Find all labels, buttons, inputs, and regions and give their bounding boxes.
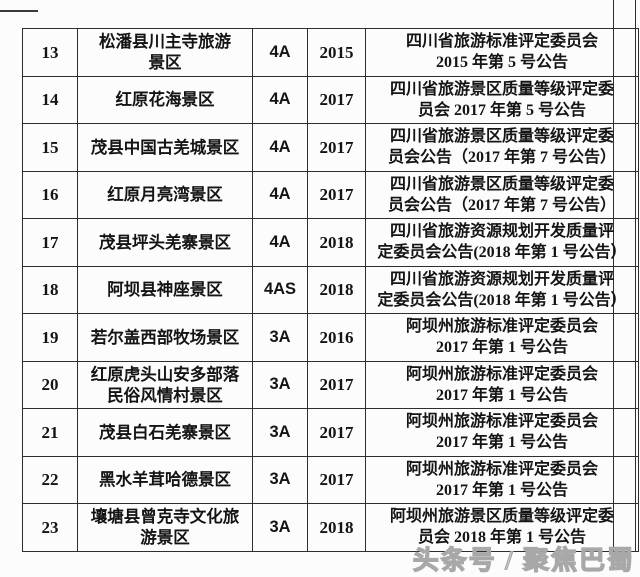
table-body: 13 松潘县川主寺旅游 景区 4A 2015 四川省旅游标准评定委员会 2015 年第 … bbox=[22, 28, 639, 552]
cell-year: 2018 bbox=[307, 503, 366, 552]
cell-announcement: 阿坝州旅游标准评定委员会 2017 年第 1 号公告 bbox=[365, 313, 639, 362]
cell-year: 2016 bbox=[307, 313, 366, 362]
cell-announcement: 阿坝州旅游标准评定委员会 2017 年第 1 号公告 bbox=[365, 408, 639, 457]
cell-index: 19 bbox=[22, 313, 78, 362]
table-row: 18 阿坝县神座景区 4AS 2018 四川省旅游资源规划开发质量评 定委员会公告(20… bbox=[22, 265, 639, 314]
watermark-toutiao: 头条号 / 聚焦巴蜀 bbox=[412, 545, 635, 575]
cell-year: 2017 bbox=[307, 408, 366, 457]
cell-announcement: 阿坝州旅游标准评定委员会 2017 年第 1 号公告 bbox=[365, 360, 639, 409]
cell-index: 15 bbox=[22, 123, 78, 172]
cell-index: 13 bbox=[22, 28, 78, 77]
cell-index: 23 bbox=[22, 503, 78, 552]
cell-announcement: 四川省旅游景区质量等级评定委 员会公告（2017 年第 7 号公告） bbox=[365, 170, 639, 219]
table-row: 13 松潘县川主寺旅游 景区 4A 2015 四川省旅游标准评定委员会 2015 年第 … bbox=[22, 28, 639, 77]
cell-grade: 3A bbox=[252, 313, 308, 362]
table-row: 19 若尔盖西部牧场景区 3A 2016 阿坝州旅游标准评定委员会 2017 年第 1 … bbox=[22, 313, 639, 362]
cell-year: 2017 bbox=[307, 123, 366, 172]
table-row: 15 茂县中国古羌城景区 4A 2017 四川省旅游景区质量等级评定委 员会公告（201… bbox=[22, 123, 639, 172]
cell-name: 阿坝县神座景区 bbox=[77, 265, 253, 314]
cell-year: 2017 bbox=[307, 75, 366, 124]
cell-announcement: 阿坝州旅游景区质量等级评定委 员会 2018 年第 1 号公告 bbox=[365, 503, 639, 552]
cell-announcement: 四川省旅游景区质量等级评定委 员会公告（2017 年第 7 号公告） bbox=[365, 123, 639, 172]
cell-name: 茂县白石羌寨景区 bbox=[77, 408, 253, 457]
cell-grade: 3A bbox=[252, 503, 308, 552]
table-row: 23 壤塘县曾克寺文化旅 游景区 3A 2018 阿坝州旅游景区质量等级评定委 员会 2… bbox=[22, 503, 639, 552]
cell-announcement: 阿坝州旅游标准评定委员会 2017 年第 1 号公告 bbox=[365, 455, 639, 504]
cell-name: 黑水羊茸哈德景区 bbox=[77, 455, 253, 504]
cell-index: 21 bbox=[22, 408, 78, 457]
cell-name: 红原花海景区 bbox=[77, 75, 253, 124]
cell-index: 20 bbox=[22, 360, 78, 409]
cell-index: 18 bbox=[22, 265, 78, 314]
cell-name: 红原虎头山安多部落 民俗风情村景区 bbox=[77, 360, 253, 409]
cell-grade: 3A bbox=[252, 455, 308, 504]
cell-name: 若尔盖西部牧场景区 bbox=[77, 313, 253, 362]
cell-index: 22 bbox=[22, 455, 78, 504]
table-row: 20 红原虎头山安多部落 民俗风情村景区 3A 2017 阿坝州旅游标准评定委员会 20… bbox=[22, 360, 639, 409]
cell-year: 2018 bbox=[307, 218, 366, 267]
cell-name: 茂县中国古羌城景区 bbox=[77, 123, 253, 172]
cell-grade: 4A bbox=[252, 123, 308, 172]
cell-name: 红原月亮湾景区 bbox=[77, 170, 253, 219]
cell-announcement: 四川省旅游景区质量等级评定委 员会 2017 年第 5 号公告 bbox=[365, 75, 639, 124]
cell-index: 16 bbox=[22, 170, 78, 219]
cell-name: 松潘县川主寺旅游 景区 bbox=[77, 28, 253, 77]
cell-index: 14 bbox=[22, 75, 78, 124]
table-row: 22 黑水羊茸哈德景区 3A 2017 阿坝州旅游标准评定委员会 2017 年第 1 号… bbox=[22, 455, 639, 504]
cell-grade: 4AS bbox=[252, 265, 308, 314]
scenic-area-rating-table: 13 松潘县川主寺旅游 景区 4A 2015 四川省旅游标准评定委员会 2015 年第 … bbox=[22, 28, 639, 552]
cell-year: 2017 bbox=[307, 455, 366, 504]
cell-index: 17 bbox=[22, 218, 78, 267]
cell-grade: 3A bbox=[252, 360, 308, 409]
cell-year: 2017 bbox=[307, 170, 366, 219]
cell-grade: 4A bbox=[252, 218, 308, 267]
cell-announcement: 四川省旅游资源规划开发质量评 定委员会公告(2018 年第 1 号公告） bbox=[365, 218, 639, 267]
cell-grade: 4A bbox=[252, 170, 308, 219]
cell-year: 2017 bbox=[307, 360, 366, 409]
cell-name: 茂县坪头羌寨景区 bbox=[77, 218, 253, 267]
cell-name: 壤塘县曾克寺文化旅 游景区 bbox=[77, 503, 253, 552]
cell-grade: 4A bbox=[252, 75, 308, 124]
cell-grade: 4A bbox=[252, 28, 308, 77]
cell-year: 2018 bbox=[307, 265, 366, 314]
cell-announcement: 四川省旅游资源规划开发质量评 定委员会公告(2018 年第 1 号公告） bbox=[365, 265, 639, 314]
table-row: 14 红原花海景区 4A 2017 四川省旅游景区质量等级评定委 员会 2017 年第 … bbox=[22, 75, 639, 124]
cell-grade: 3A bbox=[252, 408, 308, 457]
table-row: 16 红原月亮湾景区 4A 2017 四川省旅游景区质量等级评定委 员会公告（2017 … bbox=[22, 170, 639, 219]
cropped-row-border-fragment bbox=[0, 10, 38, 12]
table-row: 21 茂县白石羌寨景区 3A 2017 阿坝州旅游标准评定委员会 2017 年第 1 号… bbox=[22, 408, 639, 457]
cell-year: 2015 bbox=[307, 28, 366, 77]
table-row: 17 茂县坪头羌寨景区 4A 2018 四川省旅游资源规划开发质量评 定委员会公告(20… bbox=[22, 218, 639, 267]
cell-announcement: 四川省旅游标准评定委员会 2015 年第 5 号公告 bbox=[365, 28, 639, 77]
